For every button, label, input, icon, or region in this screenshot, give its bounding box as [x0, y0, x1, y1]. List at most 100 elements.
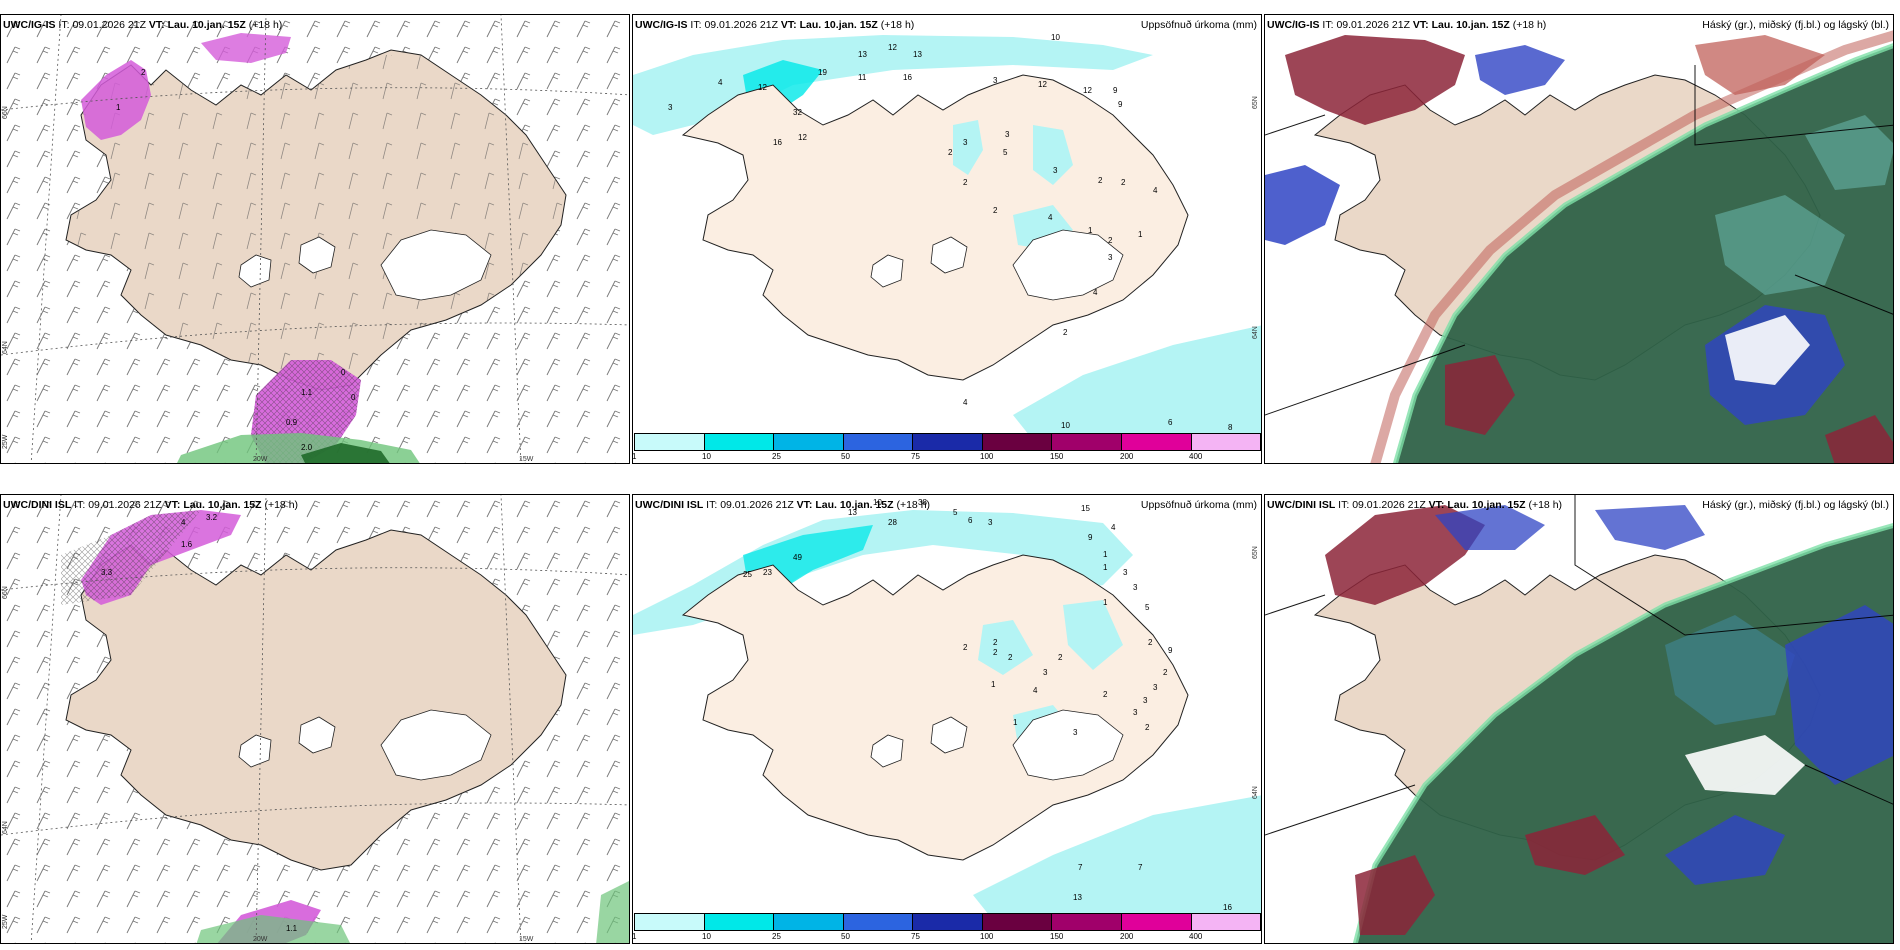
precip-value: 2: [948, 148, 953, 157]
cloud-front-red-edge: [1370, 30, 1893, 463]
colorbar-tick: 1: [632, 452, 637, 461]
init-time: 09.01.2026 21Z: [704, 19, 778, 31]
it-label: IT:: [74, 499, 86, 511]
precip-value: 0.9: [286, 418, 298, 427]
wind-map: 66N 64N 25W 20W 15W 4 3.2 1.6 3.3 1.1: [1, 495, 629, 943]
panel-title: Háský (gr.), miðský (fj.bl.) og lágský (…: [1702, 499, 1889, 511]
precip-value: 5: [1003, 148, 1008, 157]
precip-value: 2: [1108, 236, 1113, 245]
precip-value: 2: [1008, 653, 1013, 662]
precip-value: 4: [718, 78, 723, 87]
lon-label-20w: 20W: [253, 456, 268, 463]
cloud-red-northwest: [1325, 505, 1485, 605]
glacier-hofsjokull: [930, 236, 968, 274]
precip-land-cyan: [953, 120, 1073, 250]
precip-value: 10: [1061, 421, 1070, 430]
precip-value: 12: [1038, 80, 1047, 89]
precip-value: 1: [1013, 718, 1018, 727]
precip-value: 3: [1133, 583, 1138, 592]
precip-value: 3: [993, 76, 998, 85]
precip-value: 3.3: [101, 568, 113, 577]
precip-value: 9: [1118, 100, 1123, 109]
precip-value: 16: [1223, 903, 1232, 912]
precip-value: 6: [1168, 418, 1173, 427]
precip-value: 1.1: [301, 388, 313, 397]
precip-north-top: [201, 33, 291, 63]
vt-label: VT:: [164, 499, 181, 511]
colorbar-tick: 25: [772, 452, 781, 461]
lead-time: (+18 h): [1528, 499, 1563, 511]
precip-land-cyan: [978, 600, 1123, 755]
precip-value: 2: [1148, 638, 1153, 647]
colorbar-swatch: [913, 434, 983, 450]
precip-value: 28: [888, 518, 897, 527]
precip-value: 3: [963, 138, 968, 147]
panel-row2-clouds: UWC/DINI ISL IT: 09.01.2026 21Z VT: Lau.…: [1264, 494, 1894, 944]
panel-row1-clouds: UWC/IG-IS IT: 09.01.2026 21Z VT: Lau. 10…: [1264, 14, 1894, 464]
colorbar-swatch: [774, 434, 844, 450]
colorbar-swatch: [1121, 914, 1192, 930]
init-time: 09.01.2026 21Z: [72, 19, 146, 31]
glacier-langjokull: [238, 254, 272, 288]
precip-value: 4: [963, 398, 968, 407]
cloud-front-edge: [1352, 522, 1893, 943]
colorbar-swatch: [704, 434, 775, 450]
precip-value: 4: [1033, 686, 1038, 695]
panel-header: UWC/IG-IS IT: 09.01.2026 21Z VT: Lau. 10…: [1267, 19, 1546, 31]
colorbar-swatch: [982, 914, 1053, 930]
precip-value: 3: [988, 518, 993, 527]
panel-title: Uppsöfnuð úrkoma (mm): [1140, 499, 1257, 511]
vt-label: VT:: [780, 19, 797, 31]
lon-label-25w: 25W: [2, 914, 9, 929]
precip-value: 2: [963, 178, 968, 187]
precip-map: 3 4 12 19 32 16 12 13 12 13 11 16 10 3 1…: [633, 33, 1261, 445]
panel-title: Háský (gr.), miðský (fj.bl.) og lágský (…: [1702, 19, 1889, 31]
cloud-red-northwest: [1285, 35, 1465, 125]
lead-time: (+18 h): [248, 19, 283, 31]
panel-header: UWC/DINI ISL IT: 09.01.2026 21Z VT: Lau.…: [3, 499, 298, 511]
graticule: [1, 15, 629, 463]
colorbar-tick: 100: [980, 932, 994, 941]
cloud-red-south: [1445, 355, 1893, 463]
colorbar-swatch: [774, 914, 844, 930]
precip-value: 9: [1088, 533, 1093, 542]
precip-value: 1: [1138, 230, 1143, 239]
precip-value: 11: [858, 73, 867, 82]
precip-value: 3: [1143, 696, 1148, 705]
precip-value: 5: [953, 508, 958, 517]
precip-value: 2.0: [301, 443, 313, 452]
cloud-blue-east: [1665, 605, 1893, 885]
it-label: IT:: [690, 19, 702, 31]
model-name: UWC/IG-IS: [1267, 19, 1320, 31]
colorbar-tick: 10: [702, 932, 711, 941]
precip-value: 15: [1081, 504, 1090, 513]
precip-sea-north: [633, 510, 1133, 635]
precip-value: 4: [1153, 186, 1158, 195]
lead-time: (+18 h): [896, 499, 931, 511]
precip-value: 3: [1053, 166, 1058, 175]
precip-map: 13 10 38 28 5 6 3 15 9 4 49 25 23 1 1 3 …: [633, 498, 1261, 925]
glacier-vatnajokull: [1012, 709, 1124, 781]
vt-label: VT:: [1412, 19, 1429, 31]
iceland-landmass: [681, 74, 1189, 381]
precip-value: 7: [1078, 863, 1083, 872]
vt-label: VT:: [796, 499, 813, 511]
cloud-map: [1265, 15, 1893, 463]
glacier-vatnajokull: [380, 709, 492, 781]
colorbar-swatch: [1191, 914, 1261, 930]
lead-time: (+18 h): [264, 499, 299, 511]
cloud-blue-west: [1265, 165, 1340, 245]
lat-label-64: 64N: [2, 821, 9, 834]
precip-value: 2: [993, 638, 998, 647]
colorbar-swatch: [982, 434, 1053, 450]
precip-value: 2: [1063, 328, 1068, 337]
glacier-hofsjokull: [930, 716, 968, 754]
precip-value: 13: [858, 50, 867, 59]
precip-value: 6: [968, 516, 973, 525]
it-label: IT:: [58, 19, 70, 31]
cloud-blue-north: [1475, 45, 1565, 95]
precip-value: 1: [991, 680, 996, 689]
glacier-hofsjokull: [298, 236, 336, 274]
init-time: 09.01.2026 21Z: [1352, 499, 1426, 511]
colorbar-tick: 75: [911, 452, 920, 461]
